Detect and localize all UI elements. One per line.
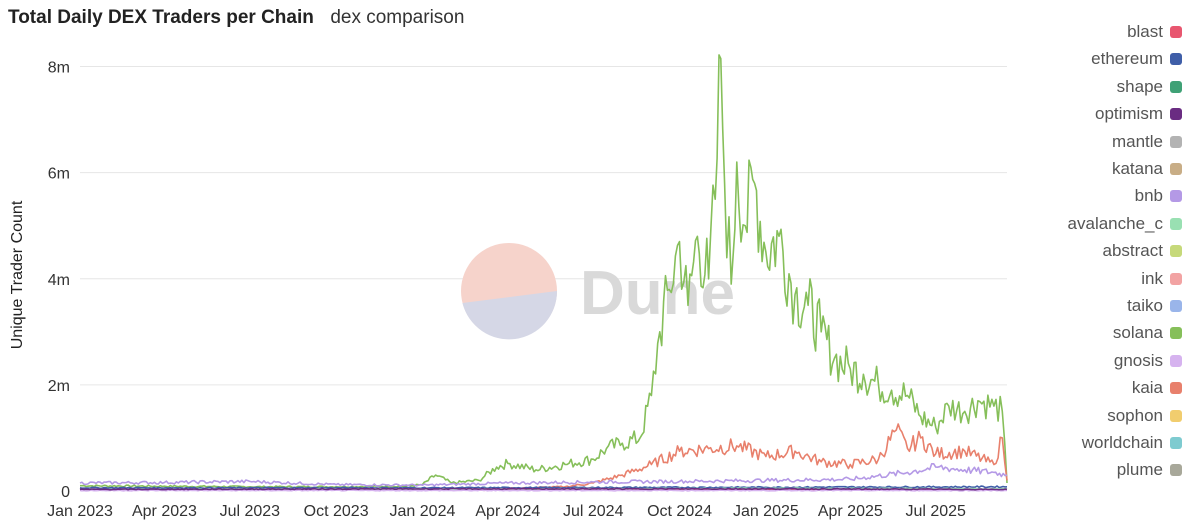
x-tick-label: Apr 2025 xyxy=(818,503,883,520)
legend-label: ethereum xyxy=(1091,49,1163,69)
legend-swatch xyxy=(1170,163,1182,175)
grid-lines xyxy=(80,66,1007,386)
legend-item-optimism[interactable]: optimism xyxy=(1095,104,1182,124)
x-tick-label: Apr 2024 xyxy=(475,503,540,520)
x-tick-label: Jul 2025 xyxy=(905,503,966,520)
legend-label: mantle xyxy=(1111,131,1163,151)
legend-item-shape[interactable]: shape xyxy=(1117,77,1182,97)
x-tick-label: Apr 2023 xyxy=(132,503,197,520)
legend-label: abstract xyxy=(1102,241,1163,261)
series-line-kaia xyxy=(79,423,1008,491)
series-line-solana xyxy=(80,54,1008,489)
legend-item-plume[interactable]: plume xyxy=(1117,460,1182,480)
legend-item-sophon[interactable]: sophon xyxy=(1107,406,1182,426)
legend-swatch xyxy=(1170,80,1182,93)
legend-item-mantle[interactable]: mantle xyxy=(1112,132,1182,152)
legend-label: avalanche_c xyxy=(1067,213,1163,233)
watermark-logo-lower xyxy=(462,291,558,340)
legend-item-ethereum[interactable]: ethereum xyxy=(1091,49,1182,69)
y-tick-label: 0 xyxy=(61,484,70,501)
series-line-gnosis xyxy=(79,489,1008,492)
legend-label: solana xyxy=(1112,323,1163,343)
legend-swatch xyxy=(1170,245,1182,258)
legend-item-avalanche_c[interactable]: avalanche_c xyxy=(1068,214,1182,234)
legend-label: kaia xyxy=(1131,378,1163,398)
series-lines xyxy=(79,54,1008,492)
x-tick-label: Jul 2023 xyxy=(220,503,281,520)
legend-swatch xyxy=(1170,108,1182,121)
legend-swatch xyxy=(1170,190,1182,203)
y-tick-label: 2m xyxy=(48,378,70,395)
series-line-bnb xyxy=(79,463,1008,487)
legend-label: taiko xyxy=(1127,296,1163,315)
legend-swatch xyxy=(1170,26,1182,38)
chart-plot: Dune 0 2m 4m 6m 8m Jan 2023 Apr 2023 Jul 2023 O… xyxy=(9,54,1008,520)
x-tick-label: Jan 2024 xyxy=(390,503,456,520)
legend-swatch xyxy=(1170,135,1182,148)
legend-label: bnb xyxy=(1134,186,1163,206)
legend-label: katana xyxy=(1111,159,1163,178)
legend-swatch xyxy=(1170,437,1182,449)
legend-item-abstract[interactable]: abstract xyxy=(1103,241,1182,261)
legend-item-kaia[interactable]: kaia xyxy=(1132,378,1182,398)
chart-subtitle: dex comparison xyxy=(330,7,465,28)
legend-swatch xyxy=(1170,217,1182,230)
legend-item-solana[interactable]: solana xyxy=(1113,323,1182,343)
legend-swatch xyxy=(1170,300,1182,312)
x-tick-label: Oct 2024 xyxy=(647,503,712,520)
legend-item-taiko[interactable]: taiko xyxy=(1127,296,1182,316)
y-tick-label: 6m xyxy=(48,166,70,183)
legend-label: sophon xyxy=(1107,405,1163,425)
series-line-ethereum xyxy=(79,485,1008,490)
legend-swatch xyxy=(1170,409,1182,422)
y-tick-label: 8m xyxy=(48,60,70,77)
x-tick-label: Jan 2023 xyxy=(47,503,113,520)
chart-legend: blast ethereum shape optimism mantle katana bn… xyxy=(1040,22,1199,502)
legend-label: blast xyxy=(1127,22,1163,41)
legend-item-ink[interactable]: ink xyxy=(1141,269,1182,289)
legend-item-bnb[interactable]: bnb xyxy=(1135,186,1182,206)
legend-swatch xyxy=(1170,53,1182,66)
x-axis: Jan 2023 Apr 2023 Jul 2023 Oct 2023 Jan 2024… xyxy=(47,503,966,520)
chart-title: Total Daily DEX Traders per Chain xyxy=(8,7,314,28)
series-line-optimism xyxy=(79,487,1008,491)
legend-item-blast[interactable]: blast xyxy=(1127,22,1182,42)
y-axis-label: Unique Trader Count xyxy=(9,200,26,349)
x-tick-label: Jan 2025 xyxy=(733,503,799,520)
legend-swatch xyxy=(1170,464,1182,477)
legend-item-katana[interactable]: katana xyxy=(1112,159,1182,179)
legend-label: shape xyxy=(1116,76,1163,96)
legend-item-gnosis[interactable]: gnosis xyxy=(1114,351,1182,371)
legend-label: gnosis xyxy=(1113,350,1163,370)
legend-item-worldchain[interactable]: worldchain xyxy=(1082,433,1182,453)
x-tick-label: Jul 2024 xyxy=(563,503,624,520)
watermark-text: Dune xyxy=(580,259,735,328)
legend-label: plume xyxy=(1116,460,1163,480)
legend-swatch xyxy=(1170,354,1182,367)
legend-swatch xyxy=(1170,382,1182,395)
chart-header: Total Daily DEX Traders per Chain dex co… xyxy=(8,7,464,29)
y-axis: 0 2m 4m 6m 8m xyxy=(48,60,70,501)
legend-swatch xyxy=(1170,272,1182,285)
legend-label: worldchain xyxy=(1081,433,1163,452)
y-tick-label: 4m xyxy=(48,272,70,289)
legend-swatch xyxy=(1170,327,1182,340)
legend-label: ink xyxy=(1141,268,1163,288)
legend-label: optimism xyxy=(1094,104,1163,124)
x-tick-label: Oct 2023 xyxy=(304,503,369,520)
